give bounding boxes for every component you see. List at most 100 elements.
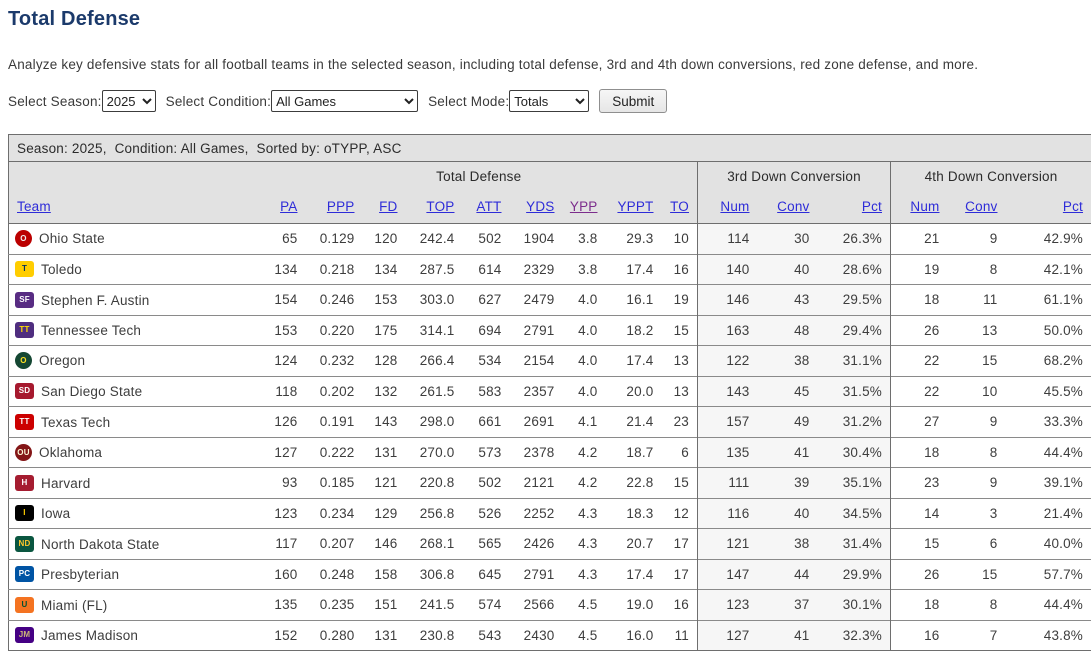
team-cell: SF Stephen F. Austin <box>8 284 261 315</box>
stat-cell: 128 <box>362 345 406 376</box>
stat-cell: 30 <box>757 223 818 254</box>
team-cell: O Ohio State <box>8 223 261 254</box>
sort-link-to[interactable]: TO <box>670 199 689 215</box>
season-select[interactable]: 2025 <box>101 90 156 112</box>
sort-link-att[interactable]: ATT <box>476 199 502 215</box>
stat-cell: 306.8 <box>405 558 463 590</box>
stat-cell: 40 <box>757 253 818 285</box>
stat-cell: 2252 <box>509 497 563 529</box>
stat-cell: 48 <box>757 314 818 346</box>
sort-link-yppt[interactable]: YPPT <box>617 199 654 215</box>
stat-cell: 40 <box>757 497 818 529</box>
stat-cell: 15 <box>661 467 698 498</box>
stat-cell: 21.4% <box>1005 497 1091 529</box>
group-header-4th-down-conversion: 4th Down Conversion <box>889 161 1091 191</box>
stat-cell: 31.4% <box>817 528 891 559</box>
sort-link-pa[interactable]: PA <box>280 199 298 215</box>
stat-cell: 4.3 <box>562 558 606 590</box>
column-header-fd: FD <box>362 190 406 224</box>
stat-cell: 151 <box>362 589 406 620</box>
stat-cell: 4.5 <box>562 619 606 651</box>
table-row: ND North Dakota State 117 0.207 146 268.1 565 2… <box>8 528 1091 559</box>
submit-button[interactable]: Submit <box>599 89 668 113</box>
miami-fl-logo-icon: U <box>15 596 34 613</box>
stat-cell: 16 <box>661 253 698 285</box>
stat-cell: 16.1 <box>605 284 662 315</box>
column-header-to: TO <box>661 190 698 224</box>
stat-cell: 15 <box>890 528 948 559</box>
condition-select[interactable]: All Games <box>271 90 419 112</box>
table-row: SD San Diego State 118 0.202 132 261.5 583 2357… <box>8 375 1091 407</box>
stat-cell: 134 <box>362 253 406 285</box>
stat-cell: 18 <box>890 284 948 315</box>
sort-link-pct[interactable]: Pct <box>1062 199 1084 215</box>
team-name: Toledo <box>41 261 82 277</box>
sort-link-ypp[interactable]: YPP <box>569 199 598 215</box>
stat-cell: 123 <box>260 497 306 529</box>
sort-link-yds[interactable]: YDS <box>526 199 555 215</box>
sort-link-top[interactable]: TOP <box>426 199 455 215</box>
stat-cell: 0.220 <box>305 314 363 346</box>
mode-select[interactable]: Totals <box>509 90 590 112</box>
stat-cell: 0.222 <box>305 436 363 468</box>
table-caption-row: Season: 2025, Condition: All Games, Sort… <box>8 134 1091 162</box>
stat-cell: 11 <box>947 284 1006 315</box>
stat-cell: 0.191 <box>305 406 363 437</box>
sort-link-num[interactable]: Num <box>910 199 940 215</box>
stat-cell: 44.4% <box>1005 436 1091 468</box>
stat-cell: 68.2% <box>1005 345 1091 376</box>
stat-cell: 23 <box>661 406 698 437</box>
stat-cell: 2378 <box>509 436 563 468</box>
stat-cell: 39 <box>757 467 818 498</box>
stat-cell: 3.8 <box>562 223 606 254</box>
stat-cell: 118 <box>260 375 306 407</box>
stat-cell: 122 <box>697 345 758 376</box>
stat-cell: 44.4% <box>1005 589 1091 620</box>
stat-cell: 11 <box>661 619 698 651</box>
stat-cell: 314.1 <box>405 314 463 346</box>
stat-cell: 143 <box>697 375 758 407</box>
stat-cell: 0.129 <box>305 223 363 254</box>
stat-cell: 4.0 <box>562 345 606 376</box>
sort-link-fd[interactable]: FD <box>379 199 398 215</box>
column-header-pct: Pct <box>1005 190 1091 224</box>
stat-cell: 4.2 <box>562 436 606 468</box>
stat-cell: 43 <box>757 284 818 315</box>
stat-cell: 13 <box>661 375 698 407</box>
table-row: SF Stephen F. Austin 154 0.246 153 303.0 627 24… <box>8 284 1091 315</box>
stat-cell: 15 <box>947 345 1006 376</box>
column-header-top: TOP <box>405 190 463 224</box>
sort-link-num[interactable]: Num <box>720 199 750 215</box>
stat-cell: 19.0 <box>605 589 662 620</box>
table-row: H Harvard 93 0.185 121 220.8 502 2121 4.2 22.8 15 1… <box>8 467 1091 498</box>
page-description: Analyze key defensive stats for all foot… <box>8 57 979 72</box>
team-cell: PC Presbyterian <box>8 558 261 590</box>
sort-link-pct[interactable]: Pct <box>861 199 882 215</box>
stat-cell: 29.5% <box>817 284 891 315</box>
stat-cell: 13 <box>661 345 698 376</box>
sort-link-conv[interactable]: Conv <box>777 199 810 215</box>
stat-cell: 16 <box>661 589 698 620</box>
north-dakota-state-logo-icon: ND <box>15 535 34 552</box>
stat-cell: 38 <box>757 345 818 376</box>
sort-link-team[interactable]: Team <box>17 199 51 215</box>
stat-cell: 15 <box>947 558 1006 590</box>
column-header-yds: YDS <box>509 190 563 224</box>
team-cell: O Oregon <box>8 345 261 376</box>
table-row: PC Presbyterian 160 0.248 158 306.8 645 2791 4.3… <box>8 558 1091 590</box>
stat-cell: 6 <box>947 528 1006 559</box>
stat-cell: 30.1% <box>817 589 891 620</box>
stat-cell: 242.4 <box>405 223 463 254</box>
stat-cell: 93 <box>260 467 306 498</box>
stat-cell: 573 <box>462 436 510 468</box>
sort-link-conv[interactable]: Conv <box>965 199 998 215</box>
team-cell: H Harvard <box>8 467 261 498</box>
stat-cell: 153 <box>362 284 406 315</box>
stat-cell: 17.4 <box>605 253 662 285</box>
stat-cell: 3.8 <box>562 253 606 285</box>
stat-cell: 35.1% <box>817 467 891 498</box>
sort-link-ppp[interactable]: PPP <box>326 199 355 215</box>
stat-cell: 2566 <box>509 589 563 620</box>
stat-cell: 17 <box>661 528 698 559</box>
stat-cell: 65 <box>260 223 306 254</box>
